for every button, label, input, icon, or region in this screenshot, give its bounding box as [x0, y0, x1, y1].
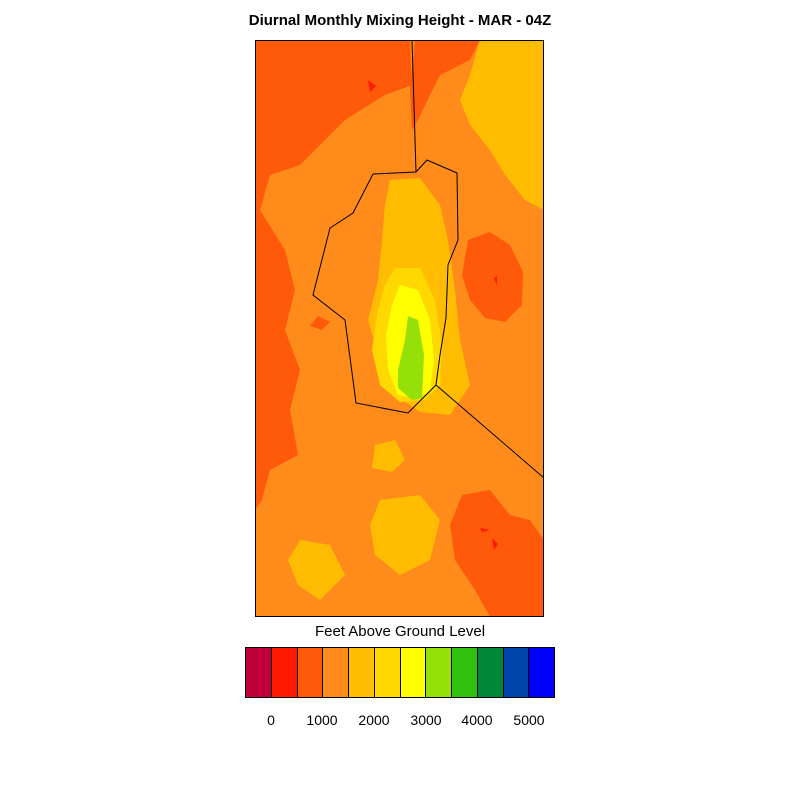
colorbar-swatch [400, 648, 427, 697]
colorbar-tick-label: 0 [267, 712, 275, 728]
map-region-south-west [288, 540, 345, 600]
map-region-north [410, 40, 480, 130]
map-region-core-5 [398, 316, 424, 400]
state-boundary [411, 40, 417, 173]
boundary-line-east [435, 384, 544, 479]
colorbar-swatch [297, 648, 324, 697]
map-hotspot [492, 538, 498, 550]
colorbar-swatch [426, 648, 452, 697]
colorbar-swatch [349, 648, 375, 697]
colorbar [245, 647, 555, 698]
mixing-height-map [255, 40, 544, 617]
colorbar-tick-label: 2000 [358, 712, 390, 728]
map-hotspot [494, 276, 497, 286]
map-region-east-blob [462, 232, 523, 322]
colorbar-swatch [374, 648, 401, 697]
colorbar-swatch [477, 648, 504, 697]
colorbar-swatch [271, 648, 298, 697]
map-region-southeast [450, 490, 544, 617]
map-hotspot [368, 80, 376, 92]
colorbar-tick-label: 4000 [461, 712, 493, 728]
colorbar-swatch [323, 648, 349, 697]
colorbar-tick-label: 5000 [513, 712, 545, 728]
map-region-west [255, 40, 412, 510]
colorbar-swatch [503, 648, 530, 697]
chart-title: Diurnal Monthly Mixing Height - MAR - 04… [248, 12, 552, 29]
colorbar-swatch [246, 648, 272, 697]
map-region-south-center [370, 495, 440, 575]
colorbar-swatch [452, 648, 478, 697]
colorbar-title: Feet Above Ground Level [314, 623, 486, 640]
colorbar-tick-label: 1000 [306, 712, 338, 728]
map-region-south-patch [372, 440, 405, 472]
map-border [255, 40, 544, 617]
colorbar-tick-label: 3000 [410, 712, 442, 728]
map-hotspot [480, 528, 490, 532]
colorbar-swatch [529, 648, 554, 697]
map-region-northeast [460, 40, 544, 210]
map-region-west-spot [310, 316, 330, 330]
